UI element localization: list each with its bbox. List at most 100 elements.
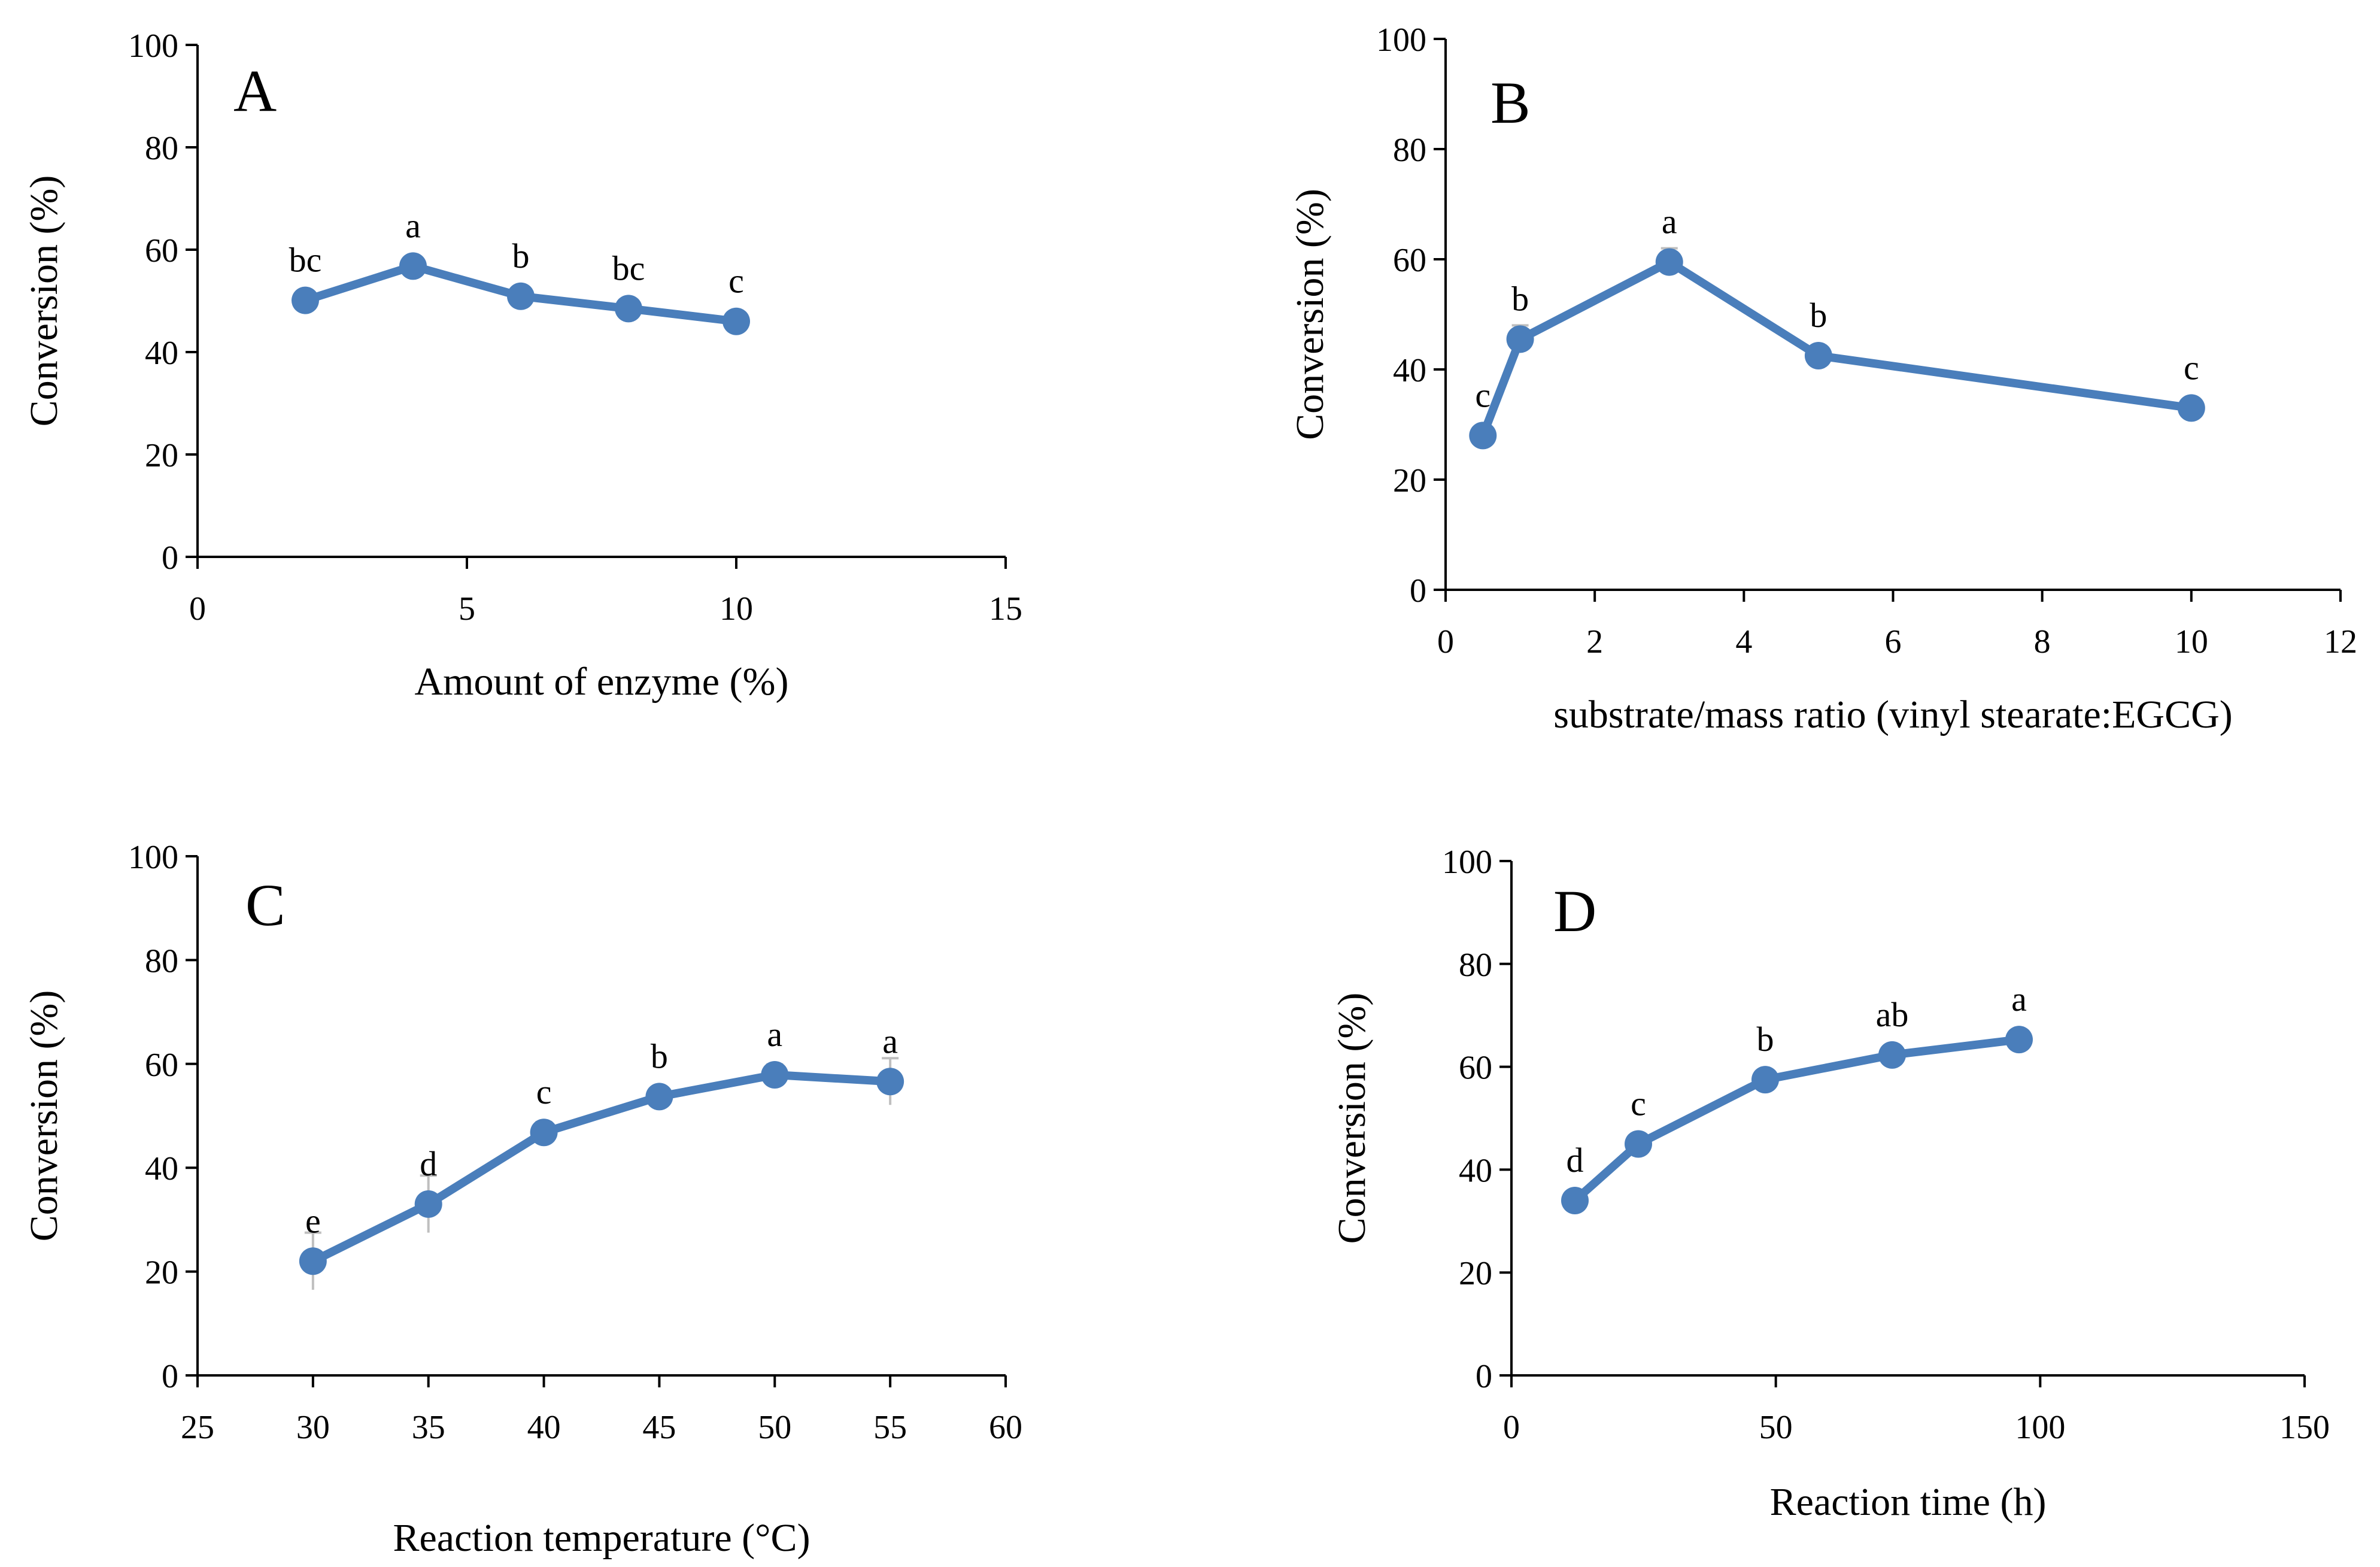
- panel-letter: B: [1490, 69, 1531, 136]
- panel-letter: A: [233, 57, 277, 124]
- y-tick-label: 0: [162, 1358, 178, 1395]
- significance-label: a: [405, 206, 421, 245]
- significance-label: e: [305, 1201, 321, 1240]
- data-point: [1878, 1041, 1906, 1069]
- y-tick-label: 20: [145, 437, 178, 474]
- data-point: [1469, 422, 1497, 450]
- y-tick-label: 100: [1442, 844, 1492, 881]
- data-point: [1625, 1130, 1652, 1158]
- panel-c: 0 20 40 60 80 100 25 30 35 40 45 50 55 60 Reaction tem…: [22, 839, 1022, 1560]
- significance-label: ab: [1876, 995, 1909, 1034]
- y-tick-label: 80: [145, 130, 178, 167]
- y-tick-label: 80: [1459, 947, 1492, 984]
- series-line: [308, 1071, 895, 1266]
- significance-label: c: [1631, 1084, 1646, 1123]
- data-point: [507, 282, 535, 310]
- y-tick-label: 100: [128, 28, 178, 65]
- x-tick-label: 35: [412, 1409, 445, 1446]
- y-tick-label: 0: [1410, 572, 1426, 610]
- significance-label: c: [536, 1072, 552, 1111]
- significance-label: c: [728, 262, 744, 301]
- data-point: [1655, 248, 1683, 276]
- x-tick-label: 5: [459, 590, 475, 628]
- x-axis-title: Amount of enzyme (%): [415, 660, 789, 704]
- data-point: [414, 1190, 442, 1218]
- y-axis-title: Conversion (%): [22, 990, 66, 1242]
- y-tick-label: 20: [1393, 462, 1426, 499]
- data-point: [2177, 394, 2205, 422]
- y-axis-title: Conversion (%): [22, 175, 66, 427]
- significance-label: a: [2011, 980, 2027, 1019]
- significance-label: a: [1662, 202, 1677, 241]
- x-tick-label: 4: [1735, 623, 1752, 660]
- y-axis-title: Conversion (%): [1288, 189, 1332, 440]
- panel-letter: D: [1553, 878, 1596, 944]
- y-tick-label: 60: [1459, 1050, 1492, 1087]
- panel-letter: C: [245, 872, 286, 938]
- data-point: [645, 1083, 673, 1111]
- significance-label: b: [1757, 1020, 1774, 1059]
- x-tick-label: 150: [2279, 1409, 2330, 1446]
- y-tick-label: 40: [1459, 1152, 1492, 1189]
- x-tick-label: 60: [989, 1409, 1022, 1446]
- y-tick-label: 20: [145, 1254, 178, 1292]
- data-point: [1561, 1186, 1589, 1214]
- significance-label: c: [2184, 348, 2199, 387]
- y-tick-label: 100: [1376, 22, 1426, 59]
- y-tick-label: 80: [1393, 132, 1426, 169]
- data-point: [876, 1068, 904, 1096]
- x-tick-label: 12: [2324, 623, 2357, 660]
- x-tick-label: 8: [2034, 623, 2051, 660]
- y-tick-label: 60: [145, 232, 178, 269]
- x-tick-label: 50: [758, 1409, 791, 1446]
- significance-label: d: [1567, 1141, 1584, 1180]
- x-tick-label: 6: [1885, 623, 1902, 660]
- x-tick-label: 50: [1759, 1409, 1793, 1446]
- data-point: [761, 1061, 789, 1089]
- y-tick-label: 0: [1476, 1358, 1492, 1395]
- x-tick-label: 25: [181, 1409, 214, 1446]
- y-tick-label: 80: [145, 942, 178, 980]
- significance-label: a: [882, 1022, 898, 1060]
- x-tick-label: 45: [642, 1409, 676, 1446]
- y-tick-label: 40: [1393, 352, 1426, 389]
- x-tick-label: 10: [720, 590, 753, 628]
- significance-label: c: [1475, 375, 1490, 414]
- data-point: [2005, 1026, 2033, 1054]
- y-tick-label: 40: [145, 335, 178, 372]
- x-tick-label: 0: [1503, 1409, 1520, 1446]
- x-axis-title: Reaction time (h): [1770, 1480, 2047, 1524]
- x-axis-title: Reaction temperature (°C): [393, 1516, 810, 1560]
- significance-label: a: [767, 1015, 782, 1054]
- x-tick-label: 100: [2015, 1409, 2065, 1446]
- data-point: [1751, 1066, 1779, 1094]
- x-tick-label: 0: [1437, 623, 1454, 660]
- y-axis-title: Conversion (%): [1330, 993, 1374, 1244]
- data-point: [722, 307, 750, 335]
- x-tick-label: 55: [873, 1409, 907, 1446]
- x-tick-label: 10: [2175, 623, 2208, 660]
- y-tick-label: 0: [162, 539, 178, 577]
- x-tick-label: 0: [189, 590, 206, 628]
- data-point: [292, 286, 319, 314]
- significance-label: bc: [612, 248, 645, 287]
- y-tick-label: 60: [1393, 242, 1426, 279]
- y-tick-label: 20: [1459, 1255, 1492, 1292]
- data-point: [299, 1247, 327, 1275]
- significance-label: bc: [289, 241, 322, 280]
- x-tick-label: 15: [989, 590, 1022, 628]
- y-tick-label: 40: [145, 1150, 178, 1187]
- y-tick-label: 100: [128, 839, 178, 876]
- data-point: [399, 252, 427, 280]
- data-point: [530, 1119, 558, 1147]
- x-tick-label: 2: [1586, 623, 1603, 660]
- data-point: [615, 295, 642, 323]
- significance-label: b: [512, 237, 530, 275]
- panel-a: 0 20 40 60 80 100 0 5 10 15 Amount of enzyme (%) Co…: [22, 28, 1022, 704]
- panel-d: 0 20 40 60 80 100 0 50 100 150 Reaction time (h) Co…: [1330, 844, 2330, 1524]
- data-point: [1804, 342, 1832, 369]
- significance-label: b: [1511, 279, 1529, 318]
- y-tick-label: 60: [145, 1047, 178, 1084]
- data-point: [1506, 325, 1534, 353]
